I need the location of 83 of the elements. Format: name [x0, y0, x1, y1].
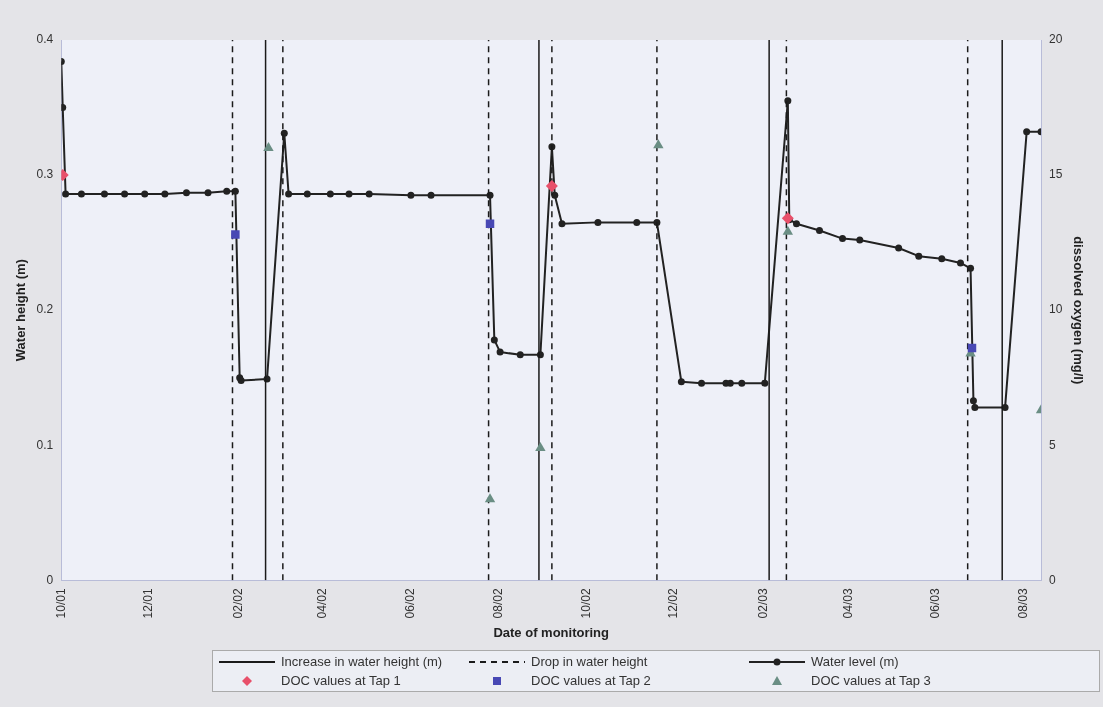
x-tick-label: 02/02: [230, 588, 245, 619]
point: [407, 191, 415, 199]
legend-label: DOC values at Tap 3: [811, 673, 931, 688]
point: [558, 220, 566, 228]
point: [535, 441, 546, 451]
y-tick-label: 0.1: [36, 437, 54, 452]
point: [486, 191, 494, 199]
point: [698, 379, 706, 387]
y-tick-label: 0.4: [36, 32, 54, 47]
x-tick-label: 04/03: [840, 588, 855, 619]
point: [594, 218, 602, 226]
point: [182, 189, 190, 197]
y2-tick-label: 20: [1049, 32, 1063, 47]
point: [100, 190, 108, 198]
point: [61, 104, 67, 112]
point: [161, 190, 169, 198]
x-tick-label: 12/01: [141, 588, 156, 619]
point: [915, 252, 923, 260]
point: [782, 225, 794, 235]
point: [738, 379, 746, 387]
point: [1023, 128, 1031, 136]
point: [551, 191, 559, 199]
point: [303, 190, 311, 198]
point: [484, 493, 496, 503]
x-tick-label: 12/02: [666, 588, 681, 619]
point: [62, 190, 70, 198]
point: [761, 379, 769, 387]
legend-label: DOC values at Tap 1: [281, 673, 401, 688]
point: [677, 378, 685, 386]
x-tick-label: 10/02: [578, 588, 593, 619]
point: [815, 226, 823, 234]
legend-label: DOC values at Tap 2: [531, 673, 651, 688]
point: [781, 212, 794, 225]
point: [231, 230, 240, 239]
point: [545, 179, 558, 192]
point: [326, 190, 334, 198]
y2-tick-label: 10: [1049, 302, 1063, 317]
point: [280, 129, 288, 137]
legend-label: Water level (m): [811, 654, 899, 669]
point: [784, 97, 792, 105]
point: [345, 190, 353, 198]
legend-label: Increase in water height (m): [281, 654, 443, 669]
point: [121, 190, 129, 198]
point: [516, 351, 524, 359]
point: [496, 348, 504, 356]
x-tick-label: 08/03: [1016, 588, 1031, 619]
y-tick-label: 0.2: [36, 302, 54, 317]
y2-tick-label: 5: [1049, 437, 1057, 452]
y2-axis-title: dissolved oxygen (mg/l): [1070, 236, 1086, 385]
point: [285, 190, 293, 198]
point: [223, 187, 231, 195]
y-tick-label: 0.3: [36, 167, 54, 182]
x-tick-label: 08/02: [490, 588, 505, 619]
point: [938, 255, 946, 263]
y2-tick-label: 15: [1049, 167, 1063, 182]
point: [263, 142, 274, 152]
point: [231, 187, 239, 195]
point: [956, 259, 964, 267]
point: [856, 236, 864, 244]
y2-tick-label: 0: [1049, 572, 1057, 587]
y-axis-title: Water height (m): [13, 259, 29, 362]
point: [839, 235, 847, 243]
x-tick-label: 10/01: [53, 588, 68, 619]
x-axis-title: Date of monitoring: [493, 624, 609, 640]
point: [969, 397, 977, 405]
point: [365, 190, 373, 198]
point: [77, 190, 85, 198]
x-tick-label: 06/03: [928, 588, 943, 619]
point: [204, 189, 212, 197]
point: [971, 403, 979, 411]
x-tick-label: 02/03: [755, 588, 770, 619]
y-tick-label: 0: [46, 572, 54, 587]
point: [792, 220, 800, 228]
point: [427, 191, 435, 199]
point: [485, 219, 495, 228]
point: [967, 264, 975, 272]
legend-label: Drop in water height: [531, 654, 648, 669]
x-tick-label: 04/02: [315, 588, 330, 619]
point: [490, 336, 498, 344]
point: [141, 190, 149, 198]
x-tick-label: 06/02: [403, 588, 418, 619]
point: [895, 244, 903, 252]
point: [633, 218, 641, 226]
